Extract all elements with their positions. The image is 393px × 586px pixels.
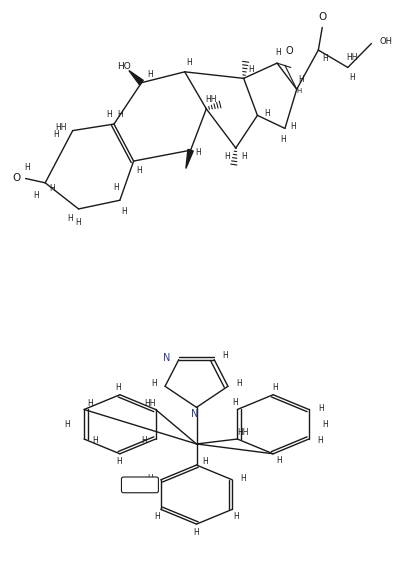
Text: H: H [241, 474, 246, 483]
Text: H: H [154, 512, 160, 521]
Text: H: H [107, 110, 112, 119]
Text: HH: HH [144, 399, 156, 408]
Text: N: N [163, 353, 170, 363]
Text: HH: HH [205, 95, 217, 104]
Text: H: H [194, 528, 199, 537]
Text: H: H [264, 108, 270, 118]
Text: H: H [147, 474, 152, 483]
Text: H: H [202, 457, 208, 466]
Text: H: H [195, 148, 200, 157]
Text: H: H [53, 130, 59, 138]
Text: H: H [121, 207, 127, 216]
Text: O: O [13, 173, 21, 183]
Text: H: H [115, 383, 121, 392]
Text: OH: OH [380, 37, 393, 46]
Text: H: H [87, 399, 93, 408]
Text: H: H [137, 166, 142, 175]
Text: H: H [299, 75, 304, 84]
Text: H: H [276, 456, 282, 465]
Text: N: N [191, 408, 198, 418]
Text: H: H [67, 214, 73, 223]
Text: H: H [233, 512, 239, 521]
Text: H: H [242, 152, 247, 161]
Text: H: H [92, 436, 98, 445]
Text: H: H [317, 436, 323, 445]
Text: O: O [318, 12, 326, 22]
Text: H: H [280, 135, 286, 144]
Text: H: H [323, 54, 328, 63]
Text: H: H [318, 404, 323, 413]
Text: H: H [323, 420, 328, 429]
Text: H: H [236, 379, 242, 388]
Text: H: H [113, 183, 119, 192]
Text: H: H [76, 217, 81, 227]
Text: H: H [224, 152, 230, 161]
Text: O: O [285, 46, 293, 56]
Text: H: H [349, 73, 354, 81]
Text: H: H [296, 88, 301, 94]
Polygon shape [129, 70, 143, 85]
Text: H: H [142, 436, 147, 445]
Text: HO: HO [117, 62, 130, 71]
Polygon shape [186, 149, 193, 168]
Text: H: H [116, 457, 122, 466]
Text: H: H [272, 383, 278, 392]
FancyBboxPatch shape [121, 477, 158, 493]
Text: H: H [249, 65, 254, 74]
Text: H: H [222, 351, 228, 360]
Text: H: H [65, 420, 70, 429]
Text: HH: HH [346, 53, 358, 62]
Text: HH: HH [55, 122, 67, 132]
Text: H: H [50, 183, 55, 193]
Text: HH: HH [237, 428, 249, 437]
Text: H: H [275, 47, 281, 57]
Text: H: H [233, 398, 238, 407]
Text: H: H [25, 163, 30, 172]
Text: H: H [117, 110, 123, 119]
Text: H: H [291, 122, 296, 131]
Text: H: H [34, 190, 39, 199]
Text: H: H [151, 379, 157, 388]
Text: Abs: Abs [132, 481, 148, 489]
Text: H: H [147, 70, 153, 79]
Text: H: H [187, 58, 192, 67]
